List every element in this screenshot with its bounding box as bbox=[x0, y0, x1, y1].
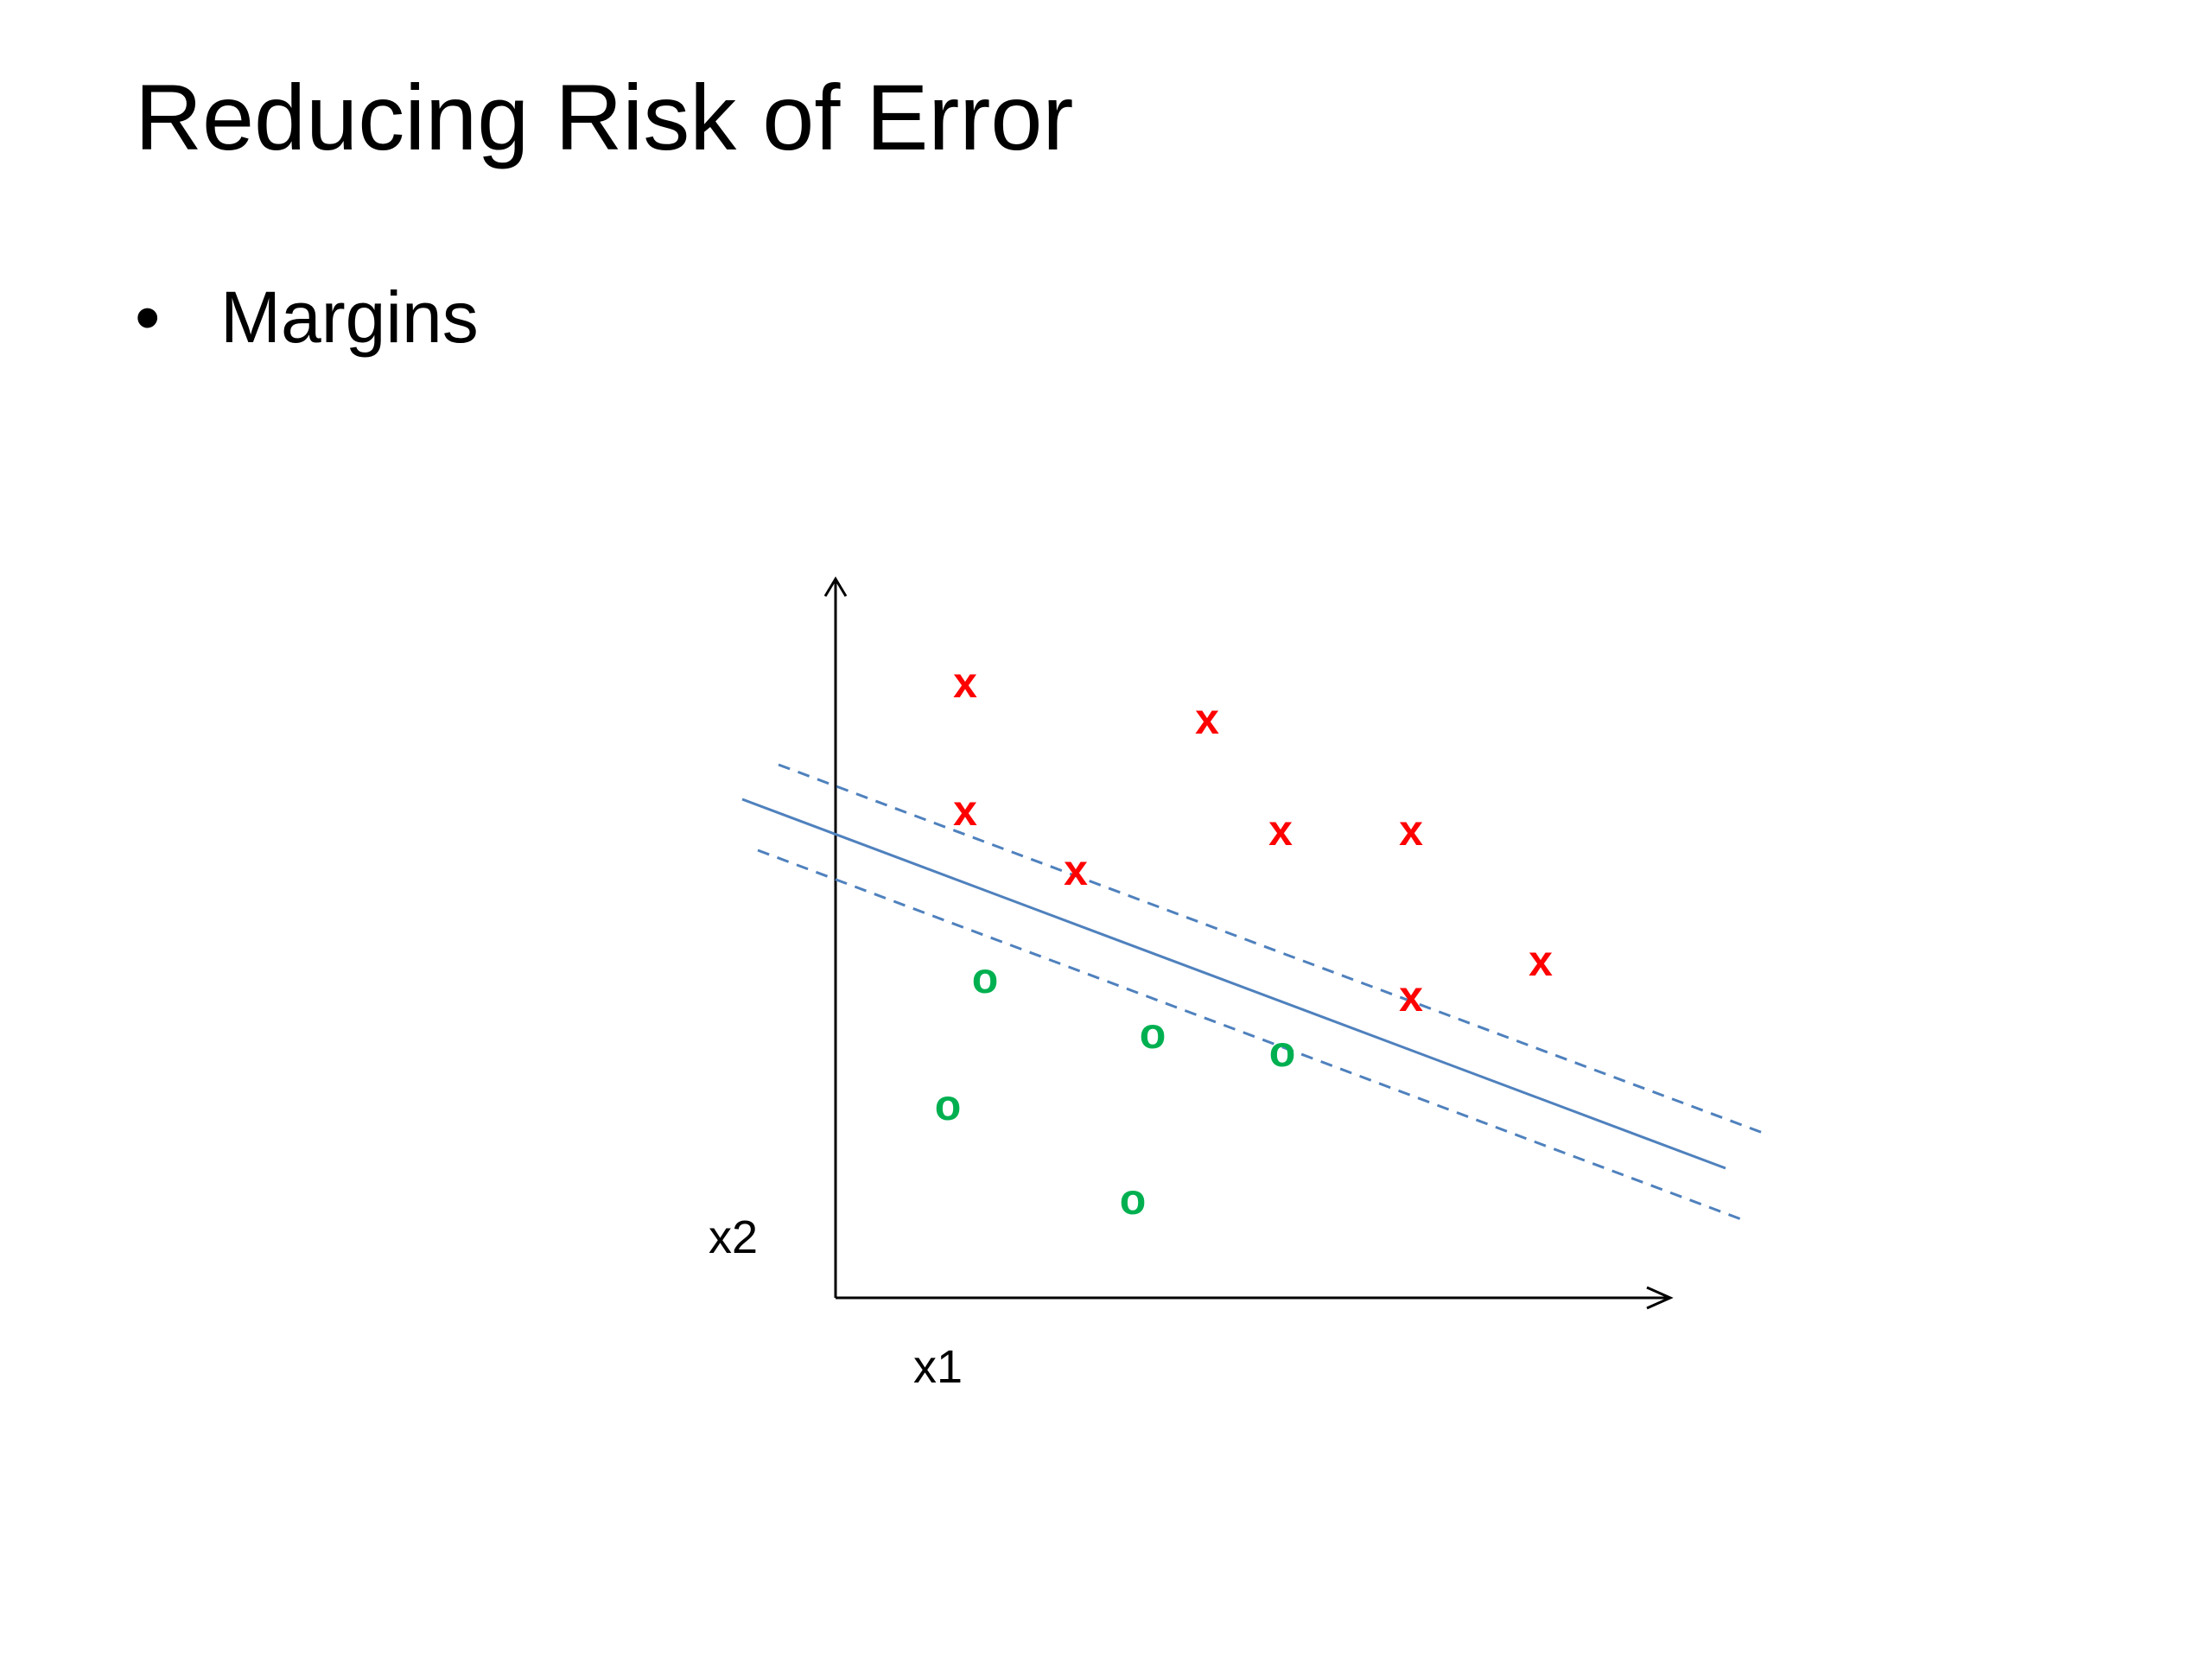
slide-title: Reducing Risk of Error bbox=[135, 65, 1073, 169]
class-x-point: x bbox=[953, 658, 977, 707]
class-x-point: x bbox=[953, 786, 977, 835]
class-o-point: o bbox=[1269, 1027, 1296, 1076]
decision-boundary bbox=[741, 798, 1726, 1170]
class-x-point: x bbox=[1268, 806, 1293, 855]
class-x-point: x bbox=[1195, 695, 1219, 743]
class-x-point: x bbox=[1064, 846, 1088, 894]
class-o-point: o bbox=[935, 1081, 962, 1129]
x-axis-arrow bbox=[1646, 1286, 1674, 1310]
class-o-point: o bbox=[972, 954, 999, 1002]
margin-lower bbox=[757, 849, 1742, 1221]
diagram: x x x x x x x x o o o o o x2 x1 bbox=[709, 576, 1764, 1393]
bullet-text: Margins bbox=[220, 276, 479, 358]
bullet-dot: • bbox=[135, 276, 160, 358]
class-x-point: x bbox=[1529, 937, 1553, 985]
class-x-point: x bbox=[1399, 806, 1423, 855]
class-o-point: o bbox=[1120, 1175, 1147, 1224]
class-x-point: x bbox=[1399, 972, 1423, 1020]
y-axis-arrow bbox=[823, 576, 848, 597]
margin-upper bbox=[778, 763, 1764, 1135]
y-axis-label: x2 bbox=[709, 1211, 758, 1263]
x-axis-label: x1 bbox=[913, 1341, 963, 1393]
class-o-point: o bbox=[1140, 1009, 1166, 1058]
